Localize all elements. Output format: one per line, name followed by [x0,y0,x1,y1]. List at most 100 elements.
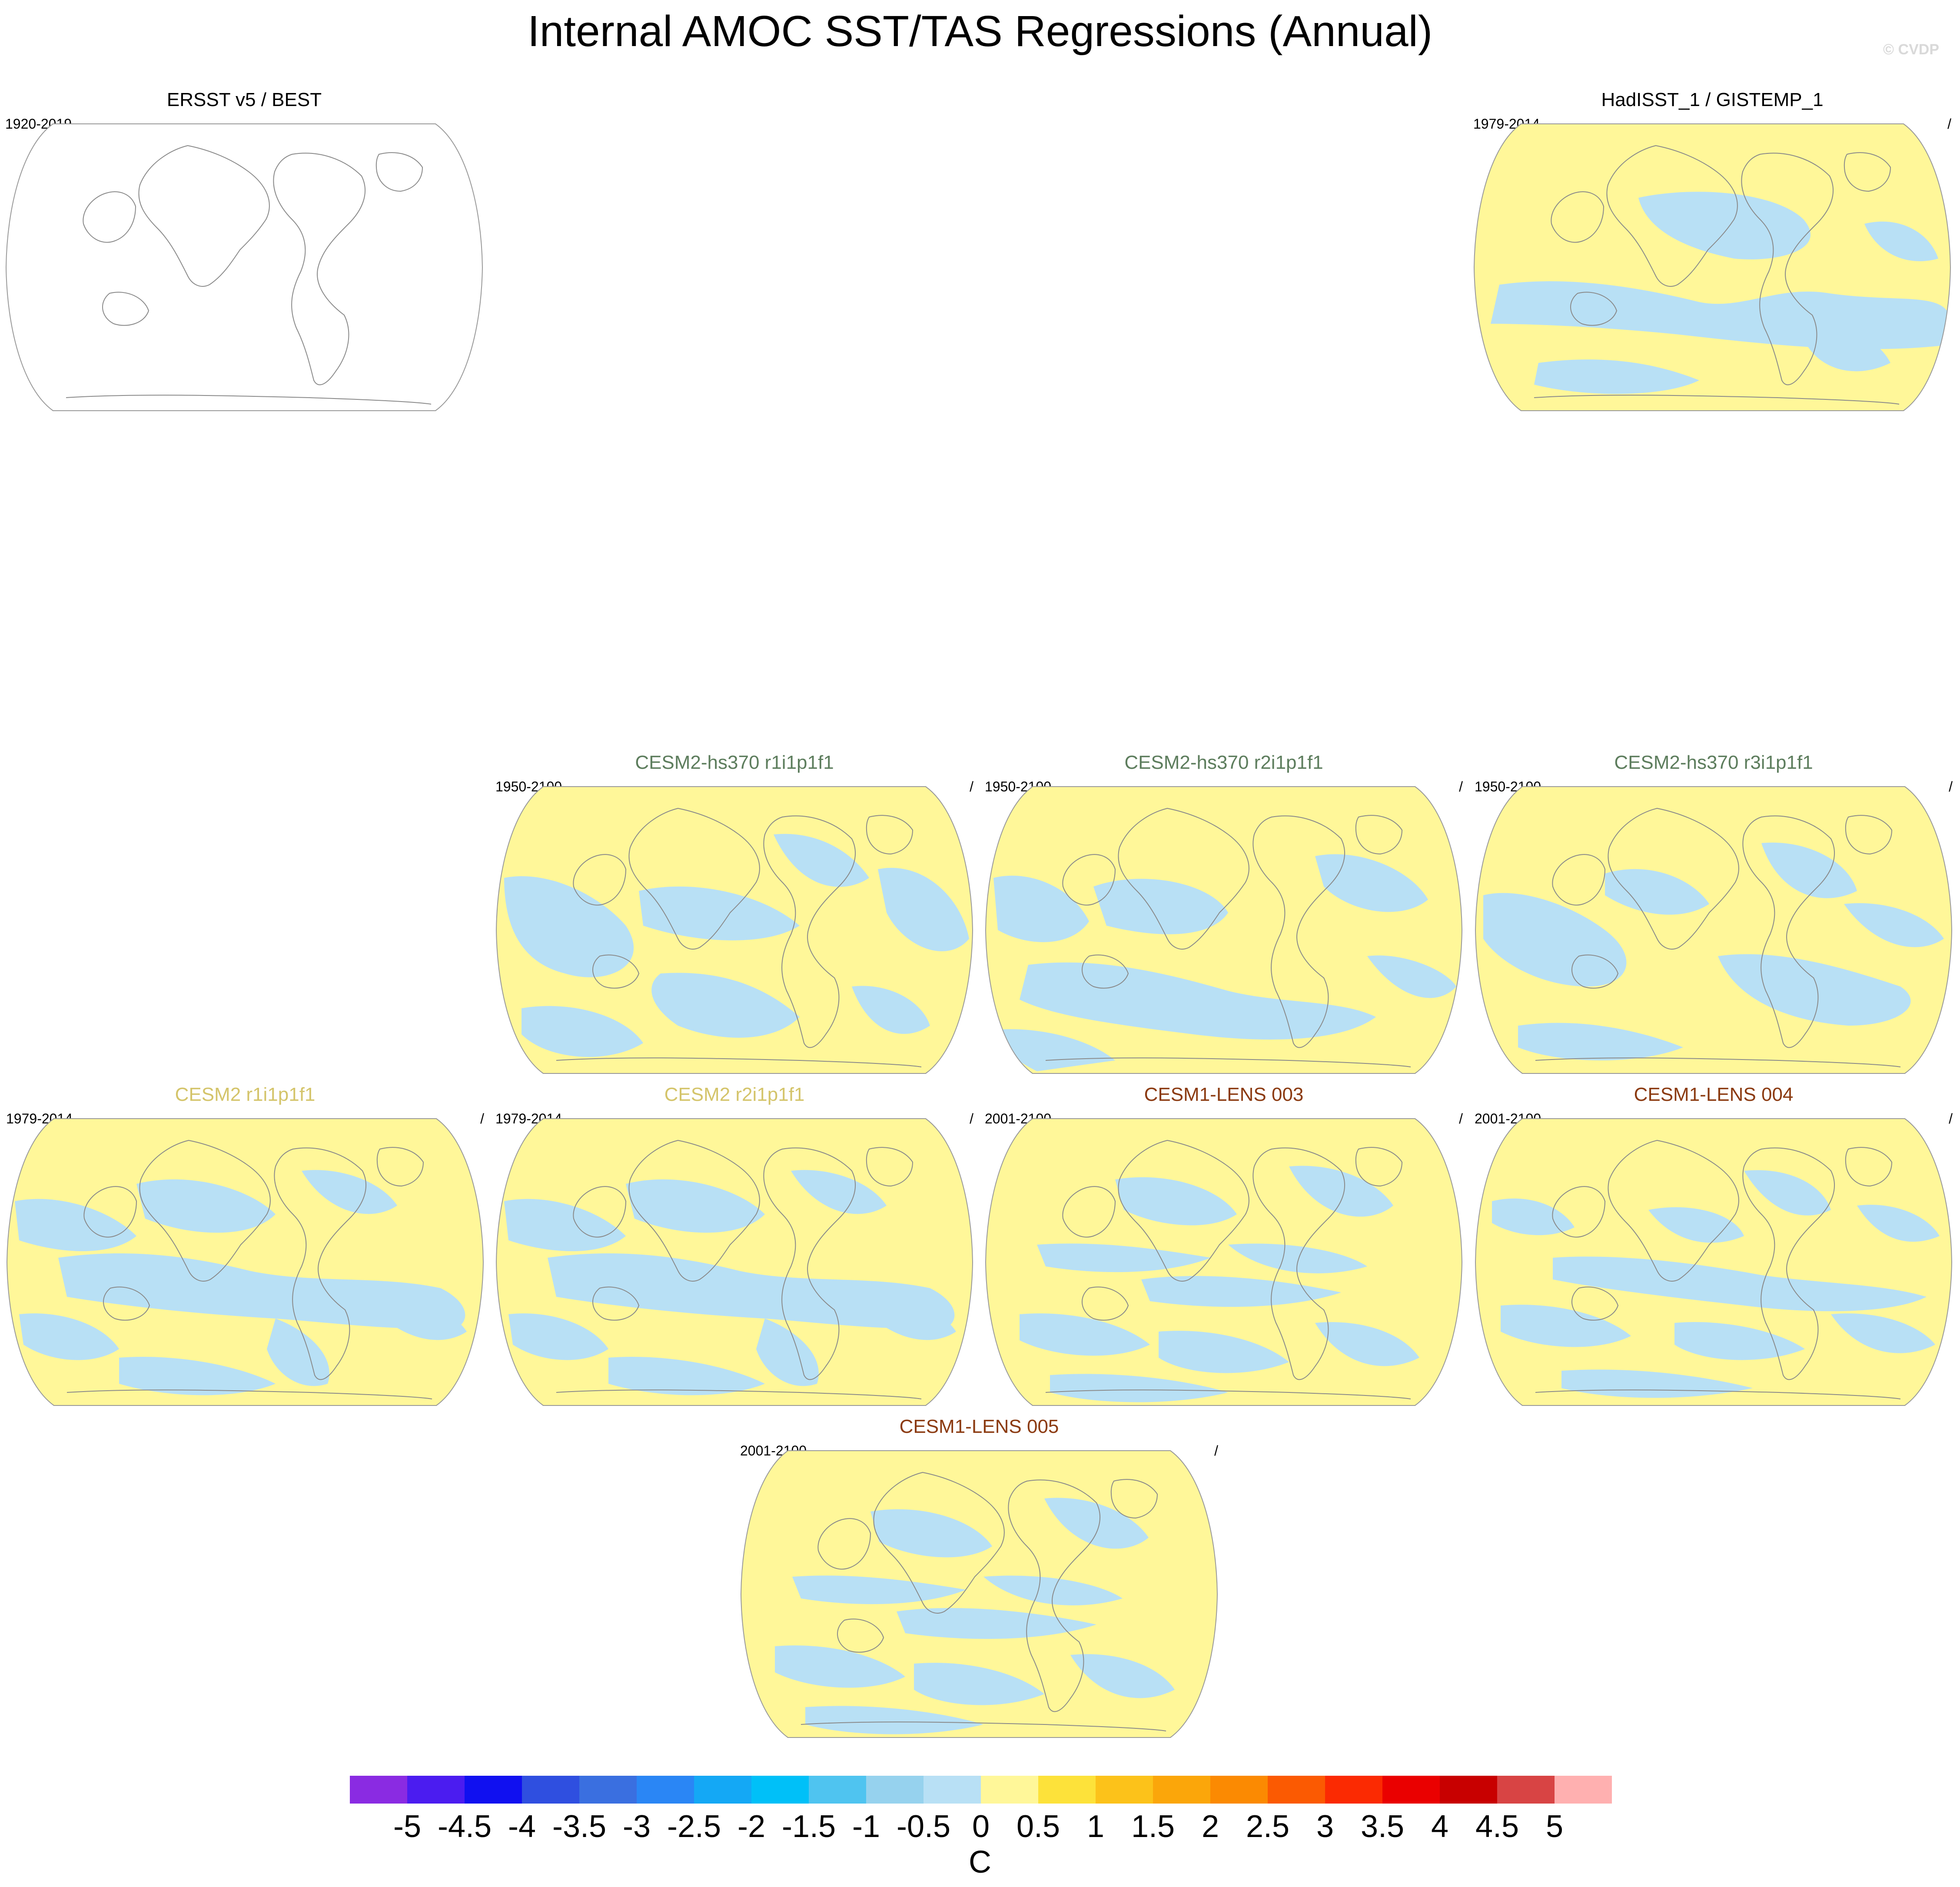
panel-slash: / [1949,779,1953,794]
colorbar-swatch [1497,1776,1555,1804]
negative-region [791,1170,887,1214]
coastline [801,1721,1166,1731]
negative-region [852,986,930,1034]
colorbar-tick-label: -2 [737,1809,766,1844]
colorbar-swatch [579,1776,637,1804]
map-outline [5,123,483,411]
coastline [1045,1389,1411,1399]
map-panel-cesm2-r1: CESM2 r1i1p1f1 1979-2014 / [6,1084,484,1414]
negative-region [119,1357,276,1395]
coastline [66,1389,432,1399]
panel-title: CESM2-hs370 r1i1p1f1 [635,752,834,773]
negative-region [1037,1243,1211,1272]
coastline [573,1186,627,1238]
colorbar-units: C [969,1845,991,1880]
panel-title: CESM2-hs370 r3i1p1f1 [1614,752,1813,773]
coastline [1845,815,1893,855]
coastline [375,152,423,192]
negative-region [1674,1322,1805,1360]
map-outline [1475,1118,1953,1406]
negative-region [1553,1256,1927,1312]
map-panel-cesm2-hs370-r1: CESM2-hs370 r1i1p1f1 1950-2100 / [495,752,973,1082]
colorbar-tick-label: -0.5 [896,1809,951,1844]
negative-region [878,867,969,951]
coastline [1742,1147,1835,1380]
coastline [1534,395,1900,405]
coastline [592,954,640,989]
colorbar-tick-label: 1 [1086,1809,1105,1844]
negative-region [1289,1166,1393,1217]
panel-slash: / [970,1111,973,1126]
coastline [1742,815,1835,1048]
coastline [1741,153,1834,385]
negative-region [897,1608,1096,1639]
world-map [495,786,973,1074]
panel-title: HadISST_1 / GISTEMP_1 [1601,89,1824,110]
colorbar-tick-label: 0 [972,1809,990,1844]
world-map [985,786,1463,1074]
colorbar-swatch [1268,1776,1325,1804]
negative-region [626,1179,765,1233]
negative-region [508,1313,608,1360]
coastline [1082,954,1129,989]
colorbar-tick-label: -5 [393,1809,422,1844]
colorbar-swatch [809,1776,867,1804]
map-panel-cesm1-lens-005: CESM1-LENS 005 2001-2100 / [740,1416,1218,1746]
panel-title: ERSST v5 / BEST [166,89,322,110]
coastline [1552,1186,1606,1238]
colorbar-tick-label: -3 [622,1809,651,1844]
negative-region [774,834,869,887]
panel-title: CESM1-LENS 005 [899,1416,1059,1437]
colorbar-tick-label: 4.5 [1475,1809,1519,1844]
colorbar-tick-label: 1.5 [1131,1809,1175,1844]
world-map [5,123,483,411]
negative-region [548,1253,955,1329]
colorbar-tick-label: 0.5 [1016,1809,1060,1844]
map-outline [985,1118,1463,1406]
negative-region [1864,221,1938,262]
coastline [1551,191,1605,243]
negative-region [58,1253,465,1329]
colorbar-tick-label: -1.5 [781,1809,836,1844]
colorbar-tick-label: -1 [852,1809,880,1844]
colorbar-tick-label: 5 [1545,1809,1564,1844]
map-outline [6,1118,484,1406]
negative-region [983,1575,1123,1605]
coastline [1110,1479,1158,1519]
map-panel-ersst: ERSST v5 / BEST 1920-2019 [5,89,483,419]
map-outline [985,786,1463,1074]
colorbar-swatch [1038,1776,1096,1804]
colorbar-swatch [751,1776,809,1804]
world-map [1475,786,1953,1074]
negative-region [1044,1498,1149,1549]
negative-region [1761,842,1857,898]
coastline [873,1472,1005,1614]
colorbar-tick-label: 3 [1316,1809,1334,1844]
coastline [1535,1389,1901,1399]
world-map [495,1118,973,1406]
coastline [139,1140,271,1282]
negative-region [608,1357,765,1395]
colorbar-tick-label: 2 [1201,1809,1219,1844]
negative-region [362,1296,467,1340]
negative-region [1492,1198,1575,1236]
coastline [1082,1286,1129,1321]
coastline [763,1147,856,1380]
negative-region [914,1663,1044,1705]
negative-region [1367,955,1456,998]
coastline [1062,1186,1116,1238]
coastline [1355,815,1403,855]
map-outline [495,1118,973,1406]
negative-region [775,1645,905,1688]
colorbar-swatch [1153,1776,1211,1804]
colorbar-swatch [1210,1776,1268,1804]
panel-slash: / [1949,1111,1953,1126]
negative-region [1483,893,1627,987]
colorbar-swatches [350,1776,1612,1804]
negative-region [1638,192,1811,259]
coastline [866,1147,914,1187]
coastline [1355,1147,1403,1187]
colorbar-swatch [637,1776,694,1804]
negative-region [522,1006,643,1057]
coastline [1118,1140,1249,1282]
